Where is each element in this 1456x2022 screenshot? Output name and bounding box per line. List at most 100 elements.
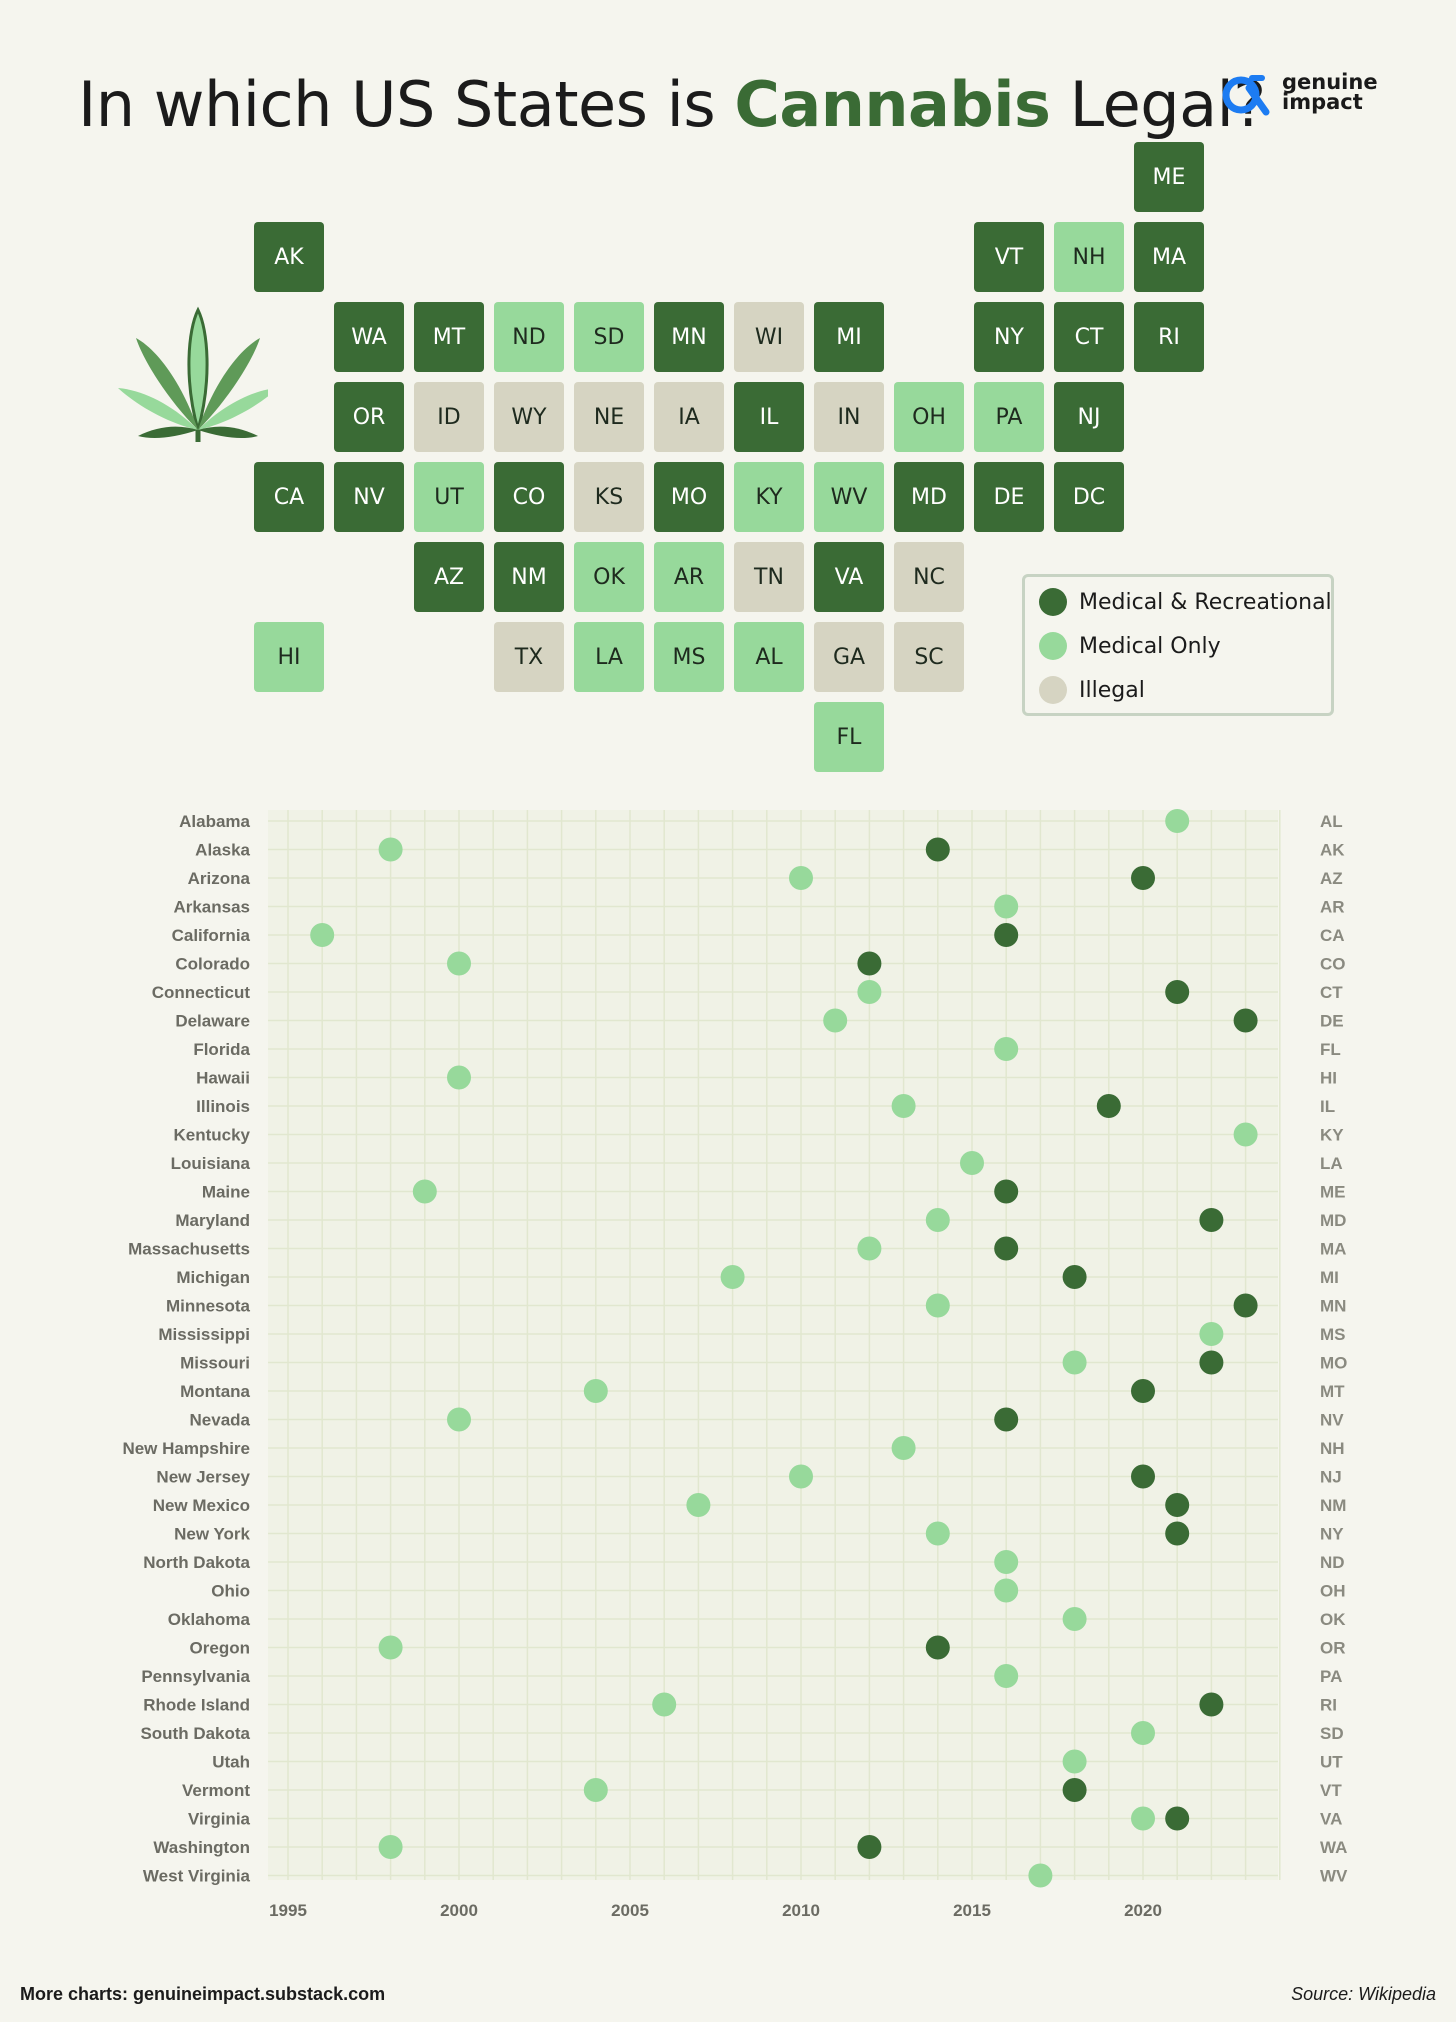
state-tile-ma: MA [1134,222,1204,292]
medical-point [310,923,335,947]
state-abbr-label: WV [1320,1867,1348,1886]
state-abbr-label: OH [1320,1582,1346,1601]
state-tile-ks: KS [574,462,644,532]
legend-item-illegal: Illegal [1039,675,1145,705]
legend-dot-recreational [1039,588,1067,616]
state-name-label: Maine [202,1183,250,1202]
medical-point [1062,1749,1087,1774]
medical-point [1062,1350,1087,1375]
state-name-label: Kentucky [173,1126,250,1145]
state-tile-ak: AK [254,222,324,292]
state-abbr-label: AZ [1320,869,1343,888]
legend-dot-illegal [1039,676,1067,704]
state-tile-in: IN [814,382,884,452]
brand-logo: genuine impact [1222,70,1382,120]
state-tile-oh: OH [894,382,964,452]
state-tile-ar: AR [654,542,724,612]
recreational-point [1165,1493,1190,1517]
title-highlight: Cannabis [734,68,1051,141]
state-name-label: Hawaii [196,1069,250,1088]
medical-point [686,1493,711,1517]
medical-point [583,1379,608,1403]
state-name-label: Michigan [176,1268,250,1287]
medical-point [1028,1863,1053,1888]
state-abbr-label: MS [1320,1325,1346,1344]
medical-point [1233,1122,1258,1147]
state-name-label: Pennsylvania [141,1667,250,1686]
medical-point [960,1151,984,1175]
medical-point [447,1065,471,1090]
state-name-label: Illinois [196,1097,250,1116]
state-tile-vt: VT [974,222,1044,292]
us-tile-map: ME AK VT NH MA WA MT ND SD MN WI MI NY CT RI OR ID WY NE IA… [0,0,1456,790]
state-name-label: Connecticut [152,983,251,1002]
recreational-point [1062,1265,1087,1289]
medical-point [720,1265,745,1289]
recreational-point [1062,1778,1087,1802]
state-abbr-label: SD [1320,1724,1344,1743]
state-abbr-label: RI [1320,1696,1337,1715]
medical-point [447,1407,471,1432]
state-name-label: New Hampshire [122,1439,250,1458]
footer-source: Source: Wikipedia [1291,1984,1436,2004]
page-title: In which US States is Cannabis Legal? [78,68,1266,141]
x-tick-label: 2010 [782,1901,820,1920]
recreational-point [857,951,882,976]
state-name-label: Colorado [175,955,250,974]
cannabis-leaf-icon [118,306,268,442]
state-abbr-label: NJ [1320,1468,1342,1487]
state-name-label: Utah [212,1753,250,1772]
medical-point [1062,1607,1087,1631]
legalization-timeline-chart: Alabama AL Alaska AK Arizona AZ Arkansas AR Cali… [122,809,1348,1920]
state-tile-ne: NE [574,382,644,452]
medical-point [1131,1721,1155,1745]
recreational-point [994,1236,1019,1261]
medical-point [378,1635,403,1660]
state-name-label: Arkansas [173,898,250,917]
state-name-label: Missouri [180,1354,250,1373]
state-name-label: West Virginia [143,1867,251,1886]
state-name-label: Vermont [182,1781,250,1800]
state-tile-ky: KY [734,462,804,532]
state-tile-id: ID [414,382,484,452]
medical-point [925,1208,950,1232]
state-abbr-label: NH [1320,1439,1345,1458]
recreational-point [994,1179,1019,1204]
legend-dot-medical [1039,632,1067,660]
state-name-label: Montana [180,1382,250,1401]
state-abbr-label: VT [1320,1781,1342,1800]
state-tile-mn: MN [654,302,724,372]
x-tick-label: 2005 [611,1901,649,1920]
state-abbr-label: OR [1320,1639,1346,1658]
state-abbr-label: IL [1320,1097,1335,1116]
medical-point [891,1094,916,1118]
brand-line2: impact [1282,90,1363,114]
medical-point [1131,1806,1155,1831]
recreational-point [1131,866,1155,890]
state-abbr-label: UT [1320,1753,1343,1772]
state-tile-hi: HI [254,622,324,692]
recreational-point [1165,1806,1190,1831]
state-abbr-label: NV [1320,1411,1344,1430]
state-tile-sc: SC [894,622,964,692]
state-name-label: New York [174,1525,250,1544]
state-name-label: Oregon [190,1639,250,1658]
state-name-label: Nevada [190,1411,251,1430]
medical-point [447,951,471,976]
state-tile-az: AZ [414,542,484,612]
medical-point [789,866,813,890]
state-abbr-label: PA [1320,1667,1342,1686]
medical-point [583,1778,608,1802]
state-name-label: California [172,926,251,945]
state-abbr-label: MD [1320,1211,1346,1230]
state-abbr-label: VA [1320,1810,1342,1829]
state-tile-dc: DC [1054,462,1124,532]
medical-point [925,1521,950,1546]
recreational-point [994,1407,1019,1432]
state-name-label: North Dakota [143,1553,250,1572]
state-name-label: Louisiana [171,1154,251,1173]
x-tick-label: 2020 [1124,1901,1162,1920]
state-tile-wi: WI [734,302,804,372]
recreational-point [925,837,950,862]
title-prefix: In which US States is [78,68,735,141]
